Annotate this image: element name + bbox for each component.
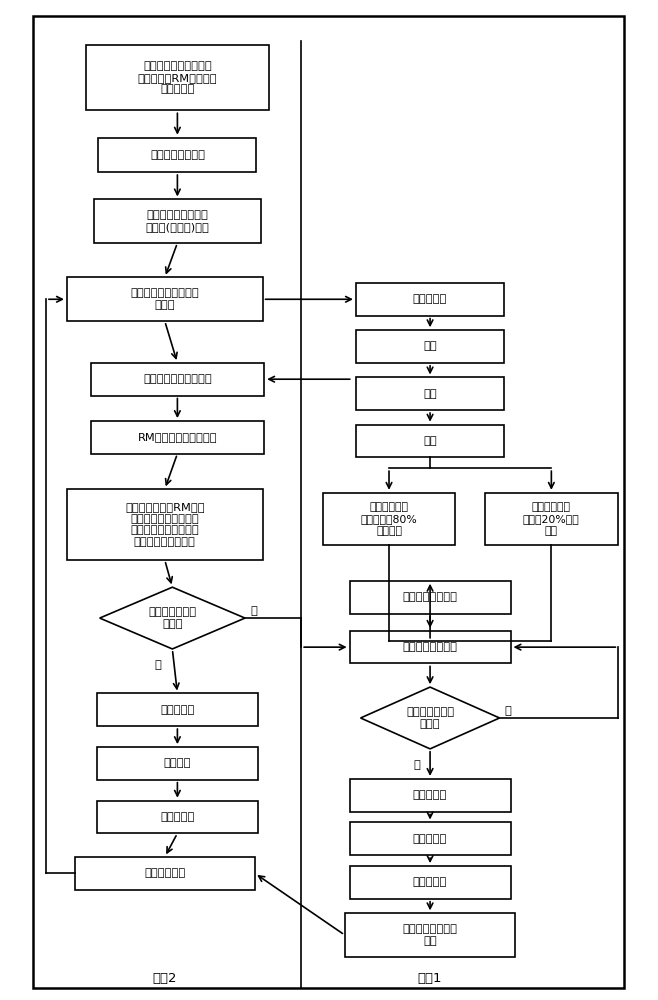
Text: 自适应交叉: 自适应交叉 [413, 834, 447, 844]
FancyBboxPatch shape [349, 822, 511, 855]
FancyBboxPatch shape [99, 138, 257, 172]
Text: 执行精英保留策略: 执行精英保留策略 [403, 642, 457, 652]
Text: 移位: 移位 [423, 342, 437, 352]
Text: 算法2: 算法2 [153, 972, 177, 985]
Text: 计算不同极性之间的不
同位数: 计算不同极性之间的不 同位数 [130, 288, 199, 310]
Text: 实现包含无关项的布尔
逻辑电路向RM逻辑电路
的极性转换: 实现包含无关项的布尔 逻辑电路向RM逻辑电路 的极性转换 [138, 61, 217, 94]
FancyBboxPatch shape [349, 581, 511, 614]
Text: 否: 否 [413, 760, 420, 770]
FancyBboxPatch shape [349, 866, 511, 899]
FancyBboxPatch shape [93, 199, 261, 243]
Text: 获取最佳极性转换顺序: 获取最佳极性转换顺序 [143, 374, 212, 384]
Text: 共同组成初始种群: 共同组成初始种群 [403, 592, 457, 602]
FancyBboxPatch shape [91, 363, 265, 396]
Text: 是否达到最大进
化代数: 是否达到最大进 化代数 [148, 607, 196, 629]
FancyBboxPatch shape [349, 779, 511, 812]
FancyBboxPatch shape [322, 493, 455, 545]
FancyBboxPatch shape [67, 277, 263, 321]
Text: 否: 否 [154, 660, 161, 670]
Text: 随机产生初始种群: 随机产生初始种群 [150, 150, 205, 160]
Text: 由改进的最近
邻算法生成80%
个染色体: 由改进的最近 邻算法生成80% 个染色体 [361, 502, 417, 536]
FancyBboxPatch shape [485, 493, 618, 545]
FancyBboxPatch shape [91, 421, 265, 454]
Text: 最近邻算法: 最近邻算法 [413, 294, 447, 304]
FancyBboxPatch shape [97, 693, 258, 726]
FancyBboxPatch shape [356, 283, 504, 316]
Text: 轮盘赌选择: 轮盘赌选择 [160, 705, 195, 715]
Text: 将十进制极性转换成
三进制(二进制)形式: 将十进制极性转换成 三进制(二进制)形式 [145, 210, 209, 232]
FancyBboxPatch shape [75, 857, 255, 890]
FancyBboxPatch shape [356, 330, 504, 363]
Text: 随机生成初始
种群的20%个染
色体: 随机生成初始 种群的20%个染 色体 [523, 502, 580, 536]
Text: 根据极性对应的RM表达
式和适应度函数，得出
每个极性的适应度值，
并执行精英保留策略: 根据极性对应的RM表达 式和适应度函数，得出 每个极性的适应度值， 并执行精英保… [125, 502, 205, 547]
Text: 轮盘赌选择: 轮盘赌选择 [413, 790, 447, 800]
FancyBboxPatch shape [34, 16, 624, 988]
FancyBboxPatch shape [86, 45, 269, 110]
Text: 自适应变异: 自适应变异 [413, 877, 447, 887]
FancyBboxPatch shape [97, 801, 258, 833]
Text: 输出最佳极性转换
顺序: 输出最佳极性转换 顺序 [403, 924, 457, 946]
Text: 换位: 换位 [423, 389, 437, 399]
Text: 是否达到最大进
化代数: 是否达到最大进 化代数 [406, 707, 454, 729]
FancyBboxPatch shape [349, 631, 511, 663]
Text: 是: 是 [250, 606, 257, 616]
FancyBboxPatch shape [345, 913, 515, 957]
FancyBboxPatch shape [356, 377, 504, 410]
Polygon shape [361, 687, 499, 749]
FancyBboxPatch shape [97, 747, 258, 780]
Text: 倒位: 倒位 [423, 436, 437, 446]
FancyBboxPatch shape [356, 425, 504, 457]
Text: 是: 是 [505, 706, 511, 716]
Text: 输出最佳极性: 输出最佳极性 [144, 868, 186, 878]
FancyBboxPatch shape [67, 489, 263, 560]
Text: 基本位变异: 基本位变异 [160, 812, 195, 822]
Text: 单点交叉: 单点交叉 [164, 758, 191, 768]
Text: 算法1: 算法1 [418, 972, 442, 985]
Polygon shape [100, 587, 245, 649]
Text: RM逻辑极性间转换算法: RM逻辑极性间转换算法 [138, 432, 217, 442]
